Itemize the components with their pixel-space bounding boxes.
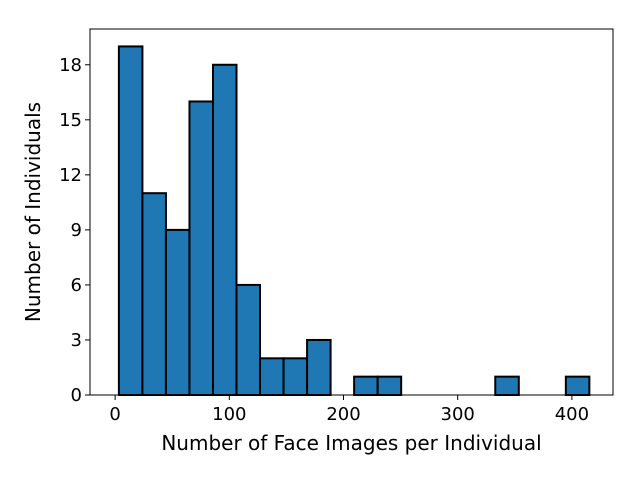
histogram-bar-1	[141, 192, 167, 396]
x-tick-label-0: 0	[109, 404, 120, 425]
histogram-bar-4	[211, 63, 238, 396]
histogram-bar-16	[494, 375, 520, 397]
histogram-bar-11	[376, 375, 403, 397]
histogram-bar-6	[259, 357, 285, 396]
x-tick-label-2: 200	[326, 404, 360, 425]
y-tick-label-1: 3	[71, 330, 82, 351]
y-tick-label-3: 9	[71, 220, 82, 241]
histogram-bar-19	[564, 375, 591, 397]
histogram-bar-2	[164, 228, 191, 396]
plot-frame	[89, 28, 614, 396]
y-tick-label-6: 18	[59, 55, 82, 76]
y-tick-label-5: 15	[59, 110, 82, 131]
histogram-bar-5	[235, 283, 262, 396]
y-tick-label-0: 0	[71, 385, 82, 406]
x-tick-label-1: 100	[212, 404, 246, 425]
x-axis-ticks: 0 100 200 300 400	[109, 395, 589, 425]
x-tick-label-3: 300	[441, 404, 475, 425]
y-tick-label-4: 12	[59, 165, 82, 186]
y-axis-ticks: 0 3 6 9 12 15 18	[59, 55, 90, 406]
y-axis-label: Number of Individuals	[21, 102, 45, 322]
x-axis-label: Number of Face Images per Individual	[161, 431, 541, 455]
x-tick-label-4: 400	[555, 404, 589, 425]
histogram-bar-7	[282, 357, 309, 396]
y-tick-label-2: 6	[71, 275, 82, 296]
histogram-bars	[117, 45, 591, 397]
histogram-bar-10	[353, 375, 379, 397]
histogram-bar-3	[188, 100, 214, 397]
histogram-bar-0	[117, 45, 144, 397]
histogram-bar-8	[306, 338, 332, 396]
